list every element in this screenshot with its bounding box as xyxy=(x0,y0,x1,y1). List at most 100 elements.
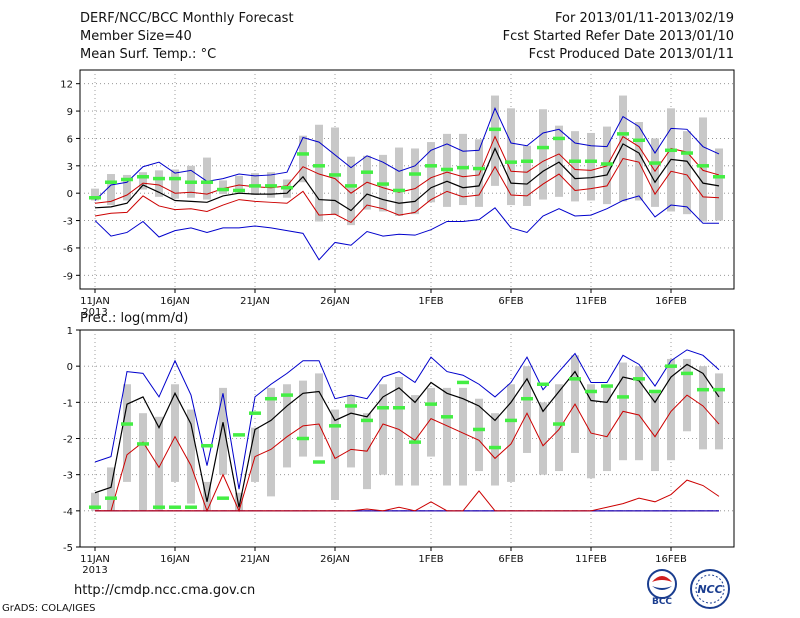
prec-median-mark xyxy=(281,393,293,397)
temp-x-tick-label: 11FEB xyxy=(575,296,607,307)
temp-median-mark xyxy=(409,172,421,176)
prec-spread-box xyxy=(507,384,515,482)
temp-median-mark xyxy=(537,145,549,150)
temp-median-mark xyxy=(345,184,357,188)
temp-spread-box xyxy=(491,95,499,186)
temp-median-mark xyxy=(361,170,373,174)
refer-date-label: Fcst Started Refer Date 2013/01/10 xyxy=(502,29,734,44)
prec-median-mark xyxy=(313,460,325,464)
prec-median-mark xyxy=(537,382,549,386)
prec-x-tick-label: 6FEB xyxy=(498,554,523,565)
temp-spread-box xyxy=(715,148,723,221)
temp-median-mark xyxy=(281,185,293,190)
temp-median-mark xyxy=(153,176,165,181)
prec-median-mark xyxy=(265,396,277,401)
prec-plot: 1 0 -1 -2 -3 -4 -5 11JAN 16JAN 21JAN 26JAN 1FEB 6FEB… xyxy=(63,326,735,576)
temp-median-mark xyxy=(601,162,613,166)
temp-median-mark xyxy=(169,176,181,181)
prec-spread-box xyxy=(635,366,643,461)
temp-spread-box xyxy=(571,131,579,202)
temp-y-tick-label: 12 xyxy=(60,80,73,91)
temp-median-mark xyxy=(425,164,437,168)
temp-spread-box xyxy=(539,109,547,200)
temp-spread-box xyxy=(139,172,147,190)
temp-median-mark xyxy=(105,180,117,184)
bcc-logo-text: BCC xyxy=(652,597,672,606)
prec-spread-box xyxy=(267,387,275,497)
temp-y-tick-label: 0 xyxy=(67,189,73,200)
produced-date-label: Fcst Produced Date 2013/01/11 xyxy=(528,47,734,62)
temp-median-mark xyxy=(217,187,229,192)
temp-spread-box xyxy=(459,133,467,206)
prec-median-mark xyxy=(713,387,725,392)
prec-median-mark xyxy=(409,440,421,444)
temp-spread-box xyxy=(315,124,323,222)
temp-median-mark xyxy=(137,175,149,179)
chart-title: DERF/NCC/BCC Monthly Forecast xyxy=(80,11,294,26)
prec-median-mark xyxy=(441,415,453,419)
temp-median-mark xyxy=(441,167,453,172)
temp-x-tick-label: 11JAN xyxy=(80,296,110,307)
temp-spread-box xyxy=(107,174,115,206)
precip-variable-label: Prec.: log(mm/d) xyxy=(80,311,188,326)
temp-median-mark xyxy=(521,159,533,163)
temp-median-mark xyxy=(377,182,389,186)
variable-label: Mean Surf. Temp.: °C xyxy=(80,47,217,62)
temp-series-lower-spread xyxy=(94,157,720,224)
prec-median-mark xyxy=(297,436,309,441)
temp-spread-box xyxy=(651,138,659,207)
prec-median-mark xyxy=(649,389,661,394)
prec-spread-box xyxy=(555,384,563,472)
prec-median-mark xyxy=(633,377,645,381)
prec-spread-box xyxy=(251,427,259,482)
temp-year-label: 2013 xyxy=(82,307,107,318)
temp-spread-box xyxy=(699,117,707,222)
temp-spread-box xyxy=(91,188,99,201)
forecast-period-label: For 2013/01/11-2013/02/19 xyxy=(555,11,734,26)
prec-series-ensemble-max xyxy=(94,349,720,490)
temp-median-mark xyxy=(265,184,277,188)
prec-year-label: 2013 xyxy=(82,565,107,576)
prec-median-mark xyxy=(585,389,597,394)
source-url[interactable]: http://cmdp.ncc.cma.gov.cn xyxy=(74,583,256,598)
temp-spread-box xyxy=(619,95,627,202)
prec-series-lower-spread xyxy=(95,394,720,513)
temp-spread-box xyxy=(427,142,435,203)
temp-series-ensemble-min xyxy=(94,195,719,261)
temp-spread-box xyxy=(523,145,531,206)
prec-spread-box xyxy=(155,416,163,511)
temp-spread-box xyxy=(171,169,179,199)
temp-y-tick-label: -3 xyxy=(63,217,73,228)
prec-spread-box xyxy=(491,413,499,486)
temp-spread-box xyxy=(219,180,227,195)
prec-y-tick-label: -2 xyxy=(63,435,73,446)
temp-x-tick-label: 21JAN xyxy=(240,296,270,307)
prec-spread-box xyxy=(203,481,211,511)
prec-x-tick-label: 26JAN xyxy=(320,554,350,565)
temp-median-mark xyxy=(553,136,565,141)
prec-spread-box xyxy=(459,387,467,486)
prec-median-mark xyxy=(601,384,613,388)
prec-x-tick-label: 1FEB xyxy=(418,554,443,565)
temp-median-mark xyxy=(585,159,597,163)
prec-median-mark xyxy=(377,406,389,410)
prec-x-tick-label: 11FEB xyxy=(575,554,607,565)
temp-median-mark xyxy=(665,148,677,153)
prec-spread-box xyxy=(699,366,707,450)
temp-x-tick-label: 1FEB xyxy=(418,296,443,307)
prec-spread-box xyxy=(395,377,403,486)
prec-spread-box xyxy=(379,384,387,475)
prec-spread-box xyxy=(171,384,179,482)
temp-median-mark xyxy=(201,180,213,184)
prec-x-tick-label: 16FEB xyxy=(655,554,687,565)
prec-y-tick-label: -3 xyxy=(63,471,73,482)
prec-spread-box xyxy=(667,358,675,461)
temp-spread-box xyxy=(123,174,131,201)
prec-spread-box xyxy=(107,467,115,511)
member-size-label: Member Size=40 xyxy=(80,29,192,44)
prec-median-mark xyxy=(153,505,165,509)
temp-spread-box xyxy=(507,108,515,206)
prec-spread-box xyxy=(651,391,659,472)
temp-x-tick-label: 6FEB xyxy=(498,296,523,307)
prec-spread-box xyxy=(539,402,547,475)
